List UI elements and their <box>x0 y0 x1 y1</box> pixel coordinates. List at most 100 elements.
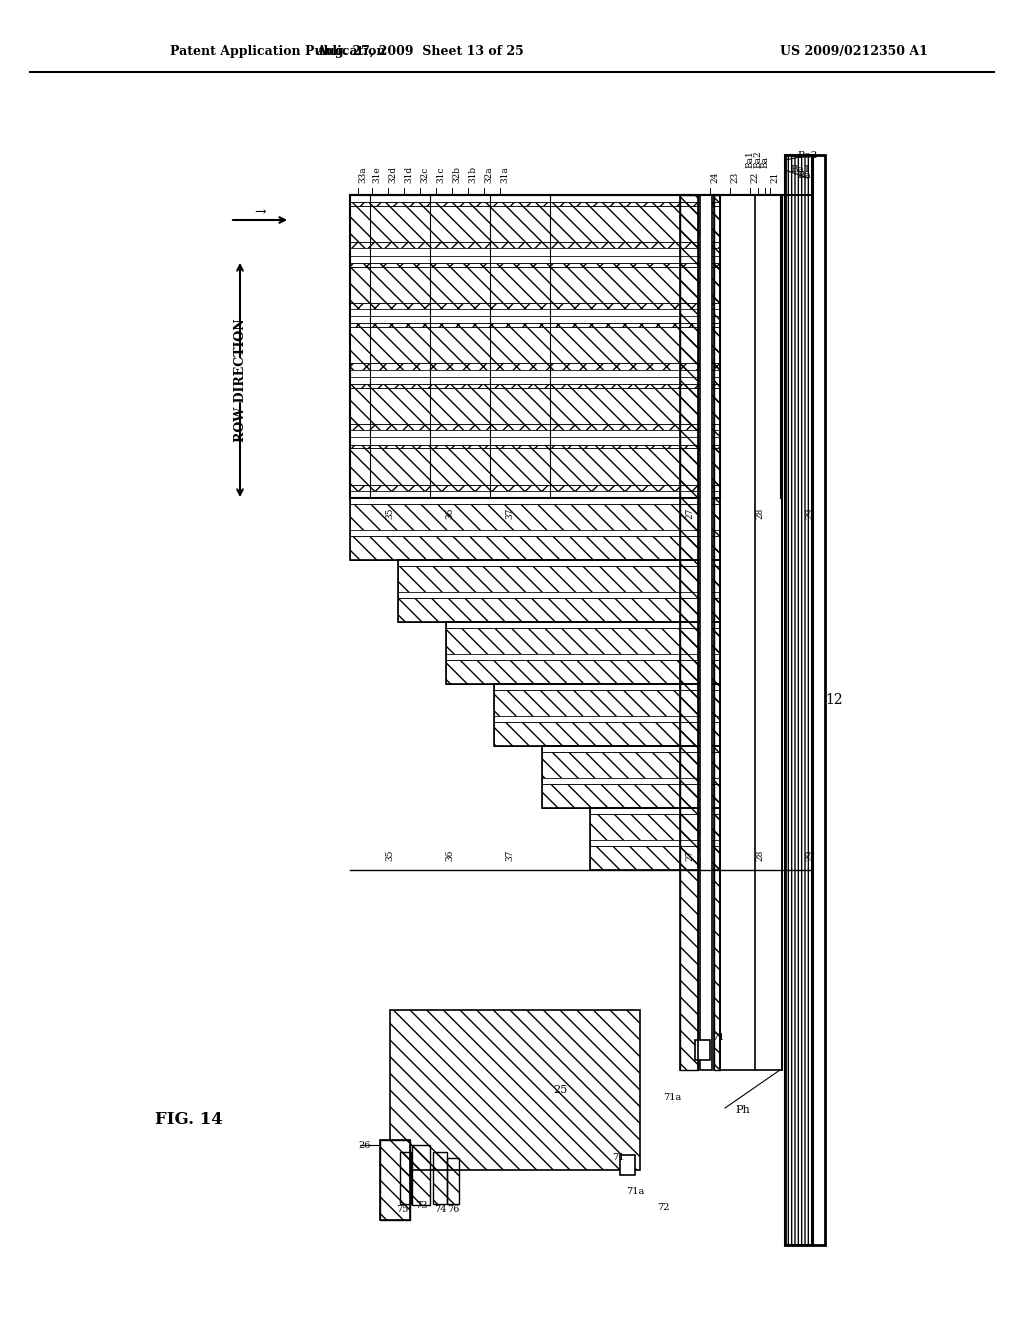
Bar <box>494 717 782 722</box>
Bar <box>398 598 782 622</box>
Text: Patent Application Publication: Patent Application Publication <box>170 45 385 58</box>
Text: Aug. 27, 2009  Sheet 13 of 25: Aug. 27, 2009 Sheet 13 of 25 <box>316 45 524 58</box>
Text: Ba: Ba <box>797 170 811 180</box>
Text: US 2009/0212350 A1: US 2009/0212350 A1 <box>780 45 928 58</box>
Text: 71: 71 <box>712 1034 724 1043</box>
Text: ROW DIRECTION: ROW DIRECTION <box>233 318 247 442</box>
Text: 33a: 33a <box>358 166 367 183</box>
Text: 31d: 31d <box>404 166 413 183</box>
Text: 21: 21 <box>770 172 779 183</box>
Bar <box>350 504 782 531</box>
Text: Ba1: Ba1 <box>745 150 755 168</box>
Text: Ph: Ph <box>735 1105 750 1115</box>
Bar <box>542 746 782 752</box>
Bar <box>380 1140 410 1220</box>
Bar <box>590 841 782 846</box>
Bar <box>542 752 782 779</box>
Text: 28: 28 <box>756 507 765 519</box>
Bar <box>590 808 782 870</box>
Bar <box>714 195 720 1071</box>
Text: Ba: Ba <box>761 156 769 168</box>
Text: Ba2: Ba2 <box>797 150 817 160</box>
Bar <box>695 1040 710 1060</box>
Bar <box>720 195 782 1071</box>
Text: 32b: 32b <box>452 166 461 183</box>
Text: 25: 25 <box>553 1085 567 1096</box>
Bar <box>350 327 782 363</box>
Text: 32a: 32a <box>484 166 493 183</box>
Text: 31e: 31e <box>372 166 381 183</box>
Bar <box>350 363 782 370</box>
Bar <box>446 622 782 684</box>
Text: 37: 37 <box>506 507 514 519</box>
Bar <box>680 195 698 1071</box>
Text: 71a: 71a <box>663 1093 681 1102</box>
Bar <box>350 323 782 327</box>
Bar <box>350 243 782 248</box>
Text: 73: 73 <box>415 1200 427 1209</box>
Bar <box>350 437 782 445</box>
Bar <box>350 370 782 376</box>
Bar <box>398 566 782 593</box>
Bar <box>350 263 782 267</box>
Text: 35: 35 <box>385 507 394 519</box>
Bar <box>350 317 782 323</box>
Bar <box>398 560 782 566</box>
Bar <box>350 424 782 430</box>
Bar <box>412 1144 430 1205</box>
Text: 12: 12 <box>825 693 843 708</box>
Text: 23: 23 <box>730 172 739 183</box>
Bar <box>350 498 782 504</box>
Bar <box>590 808 782 814</box>
Text: 29: 29 <box>806 849 814 861</box>
Bar <box>350 376 782 384</box>
Bar <box>398 593 782 598</box>
Bar <box>350 195 782 498</box>
Bar <box>350 430 782 437</box>
Text: →: → <box>254 205 266 219</box>
Bar <box>620 1155 635 1175</box>
Bar <box>390 1010 640 1170</box>
Bar <box>446 655 782 660</box>
Bar <box>350 302 782 309</box>
Text: FIG. 14: FIG. 14 <box>155 1111 223 1129</box>
Text: Ba2: Ba2 <box>754 150 763 168</box>
Bar <box>542 746 782 808</box>
Bar <box>494 684 782 746</box>
Bar <box>494 690 782 717</box>
Text: 36: 36 <box>445 507 455 519</box>
Text: 74: 74 <box>434 1205 446 1214</box>
Text: 31a: 31a <box>500 166 509 183</box>
Bar <box>350 309 782 317</box>
Text: 22: 22 <box>750 172 759 183</box>
Bar <box>350 484 782 491</box>
Bar <box>494 684 782 690</box>
Bar <box>400 1152 411 1204</box>
Bar <box>350 388 782 424</box>
Text: 71a: 71a <box>626 1188 644 1196</box>
Bar <box>350 536 782 560</box>
Text: 31c: 31c <box>436 166 445 183</box>
Text: 26: 26 <box>358 1140 371 1150</box>
Bar <box>350 256 782 263</box>
Bar <box>785 154 813 1245</box>
Bar <box>350 449 782 484</box>
Bar <box>350 195 782 202</box>
Bar <box>446 622 782 628</box>
Bar <box>350 531 782 536</box>
Bar <box>494 722 782 746</box>
Bar <box>590 814 782 841</box>
Bar <box>590 846 782 870</box>
Bar <box>350 206 782 243</box>
Text: 27: 27 <box>685 507 694 519</box>
Text: 72: 72 <box>656 1204 670 1213</box>
Text: 29: 29 <box>806 507 814 519</box>
Text: Ba1: Ba1 <box>790 165 810 174</box>
Text: 27: 27 <box>685 849 694 861</box>
Bar <box>350 498 782 560</box>
Bar <box>447 1158 459 1204</box>
Bar <box>350 384 782 388</box>
Text: 76: 76 <box>446 1205 459 1214</box>
Bar <box>433 1152 447 1204</box>
Bar <box>350 445 782 449</box>
